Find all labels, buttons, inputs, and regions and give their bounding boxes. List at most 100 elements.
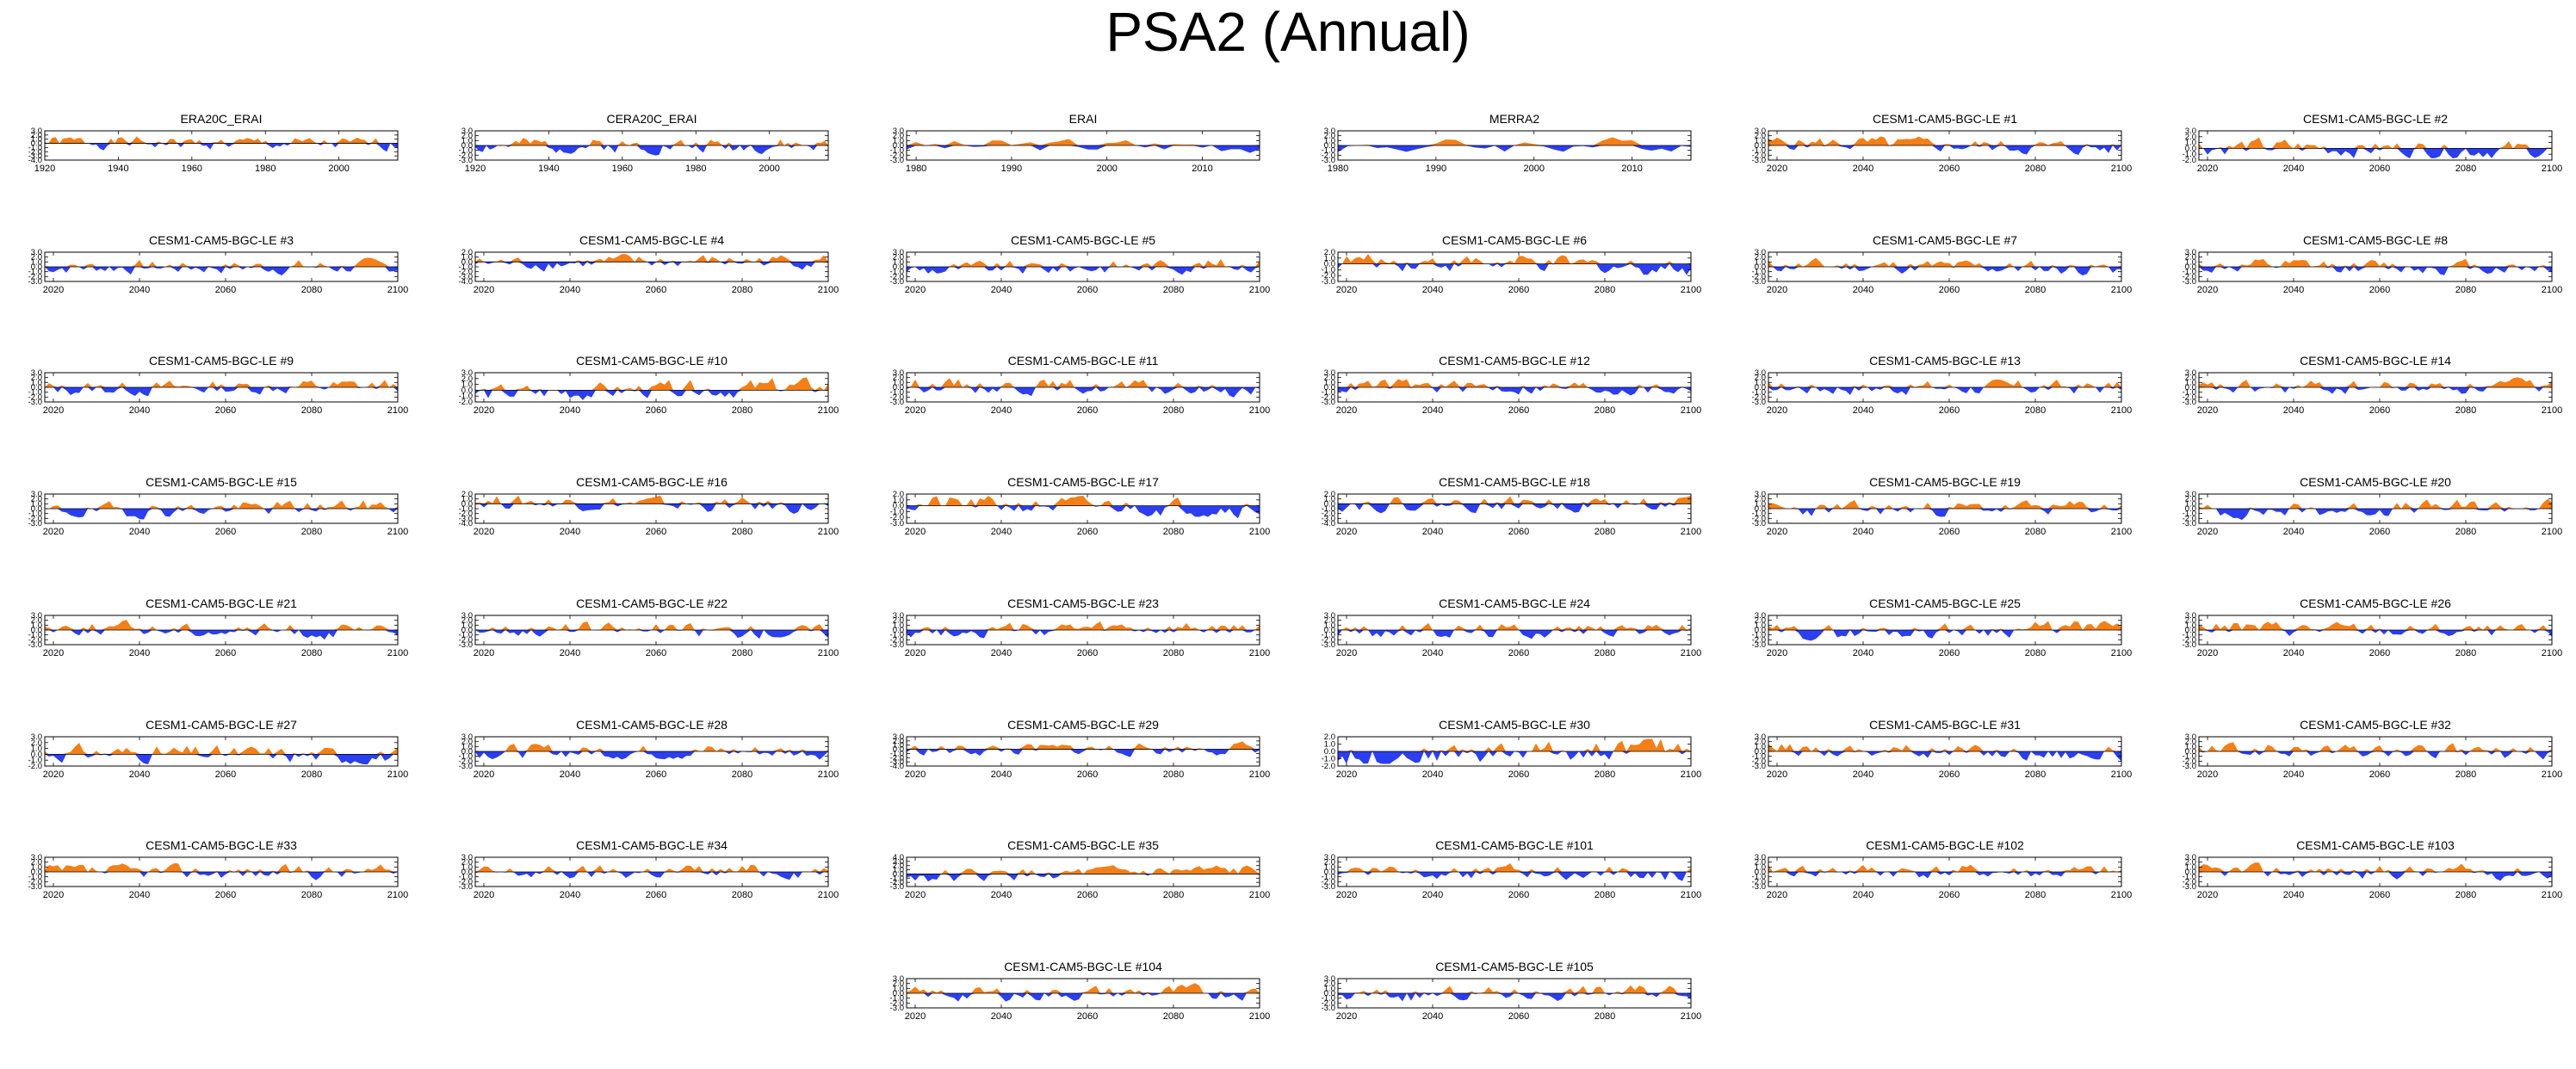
- y-tick-label: -2.0: [28, 514, 42, 523]
- y-tick-label: -1.0: [2183, 150, 2196, 159]
- positive-area: [475, 138, 828, 145]
- y-tick-label: -1.0: [1752, 268, 1766, 277]
- negative-area: [1768, 751, 2121, 762]
- y-tick-label: -3.0: [890, 1004, 904, 1013]
- x-tick-label: 2060: [1939, 405, 1960, 416]
- x-tick-label: 2100: [2111, 527, 2132, 537]
- y-tick-label: 0.0: [1755, 383, 1766, 392]
- y-tick-label: -3.0: [1322, 1004, 1335, 1013]
- y-tick-label: -2.0: [2183, 514, 2196, 523]
- x-tick-label: 2080: [301, 769, 322, 780]
- x-tick-label: 2100: [1681, 527, 1701, 537]
- y-tick-label: -1.0: [28, 631, 42, 640]
- x-tick-label: 2080: [1595, 769, 1615, 780]
- y-tick-label: -2.0: [28, 147, 42, 157]
- y-tick-label: -1.0: [2183, 510, 2196, 519]
- y-tick-label: 3.0: [1755, 127, 1766, 136]
- positive-area: [1768, 744, 2121, 751]
- x-tick-label: 2100: [2542, 405, 2562, 416]
- x-tick-label: 2100: [818, 648, 839, 658]
- positive-area: [475, 254, 828, 263]
- x-tick-label: 2100: [1249, 890, 1270, 900]
- panel-title: CESM1-CAM5-BGC-LE #19: [1869, 475, 2021, 489]
- y-tick-label: -1.0: [890, 631, 904, 640]
- y-tick-label: -1.0: [2183, 268, 2196, 277]
- y-tick-label: -3.0: [28, 640, 42, 650]
- plot-frame: [474, 372, 829, 403]
- y-tick-label: -3.0: [28, 519, 42, 528]
- y-tick-label: 1.0: [893, 136, 904, 145]
- negative-area: [1338, 751, 1691, 764]
- x-tick-label: 2100: [1681, 1011, 1701, 1022]
- y-tick-label: 1.0: [1755, 136, 1766, 145]
- y-tick-label: 0.0: [1755, 747, 1766, 757]
- panel: CESM1-CAM5-BGC-LE #103 3.02.01.00.0-1.0-2…: [2183, 838, 2563, 900]
- negative-area: [1338, 993, 1691, 1002]
- x-tick-label: 2040: [1853, 405, 1873, 416]
- y-tick-label: 3.0: [461, 368, 473, 378]
- y-tick-label: 2.0: [2185, 253, 2196, 263]
- x-tick-label: 2020: [43, 769, 64, 780]
- x-tick-label: 2100: [1249, 285, 1270, 295]
- panel: CESM1-CAM5-BGC-LE #26 3.02.01.00.0-1.0-2.…: [2183, 596, 2563, 658]
- y-tick-label: 0.0: [1755, 504, 1766, 514]
- positive-area: [907, 741, 1260, 750]
- x-tick-label: 2020: [2197, 890, 2218, 900]
- panel: CESM1-CAM5-BGC-LE #27 3.02.01.00.0-1.0-2.…: [28, 718, 409, 780]
- y-tick-label: 3.0: [2185, 490, 2196, 499]
- x-tick-label: 2060: [1077, 285, 1098, 295]
- y-tick-label: -2.0: [1752, 635, 1766, 645]
- y-tick-label: -2.0: [28, 877, 42, 887]
- y-tick-label: -2.0: [1322, 510, 1335, 519]
- y-tick-label: 2.0: [2185, 374, 2196, 383]
- y-tick-label: -2.0: [459, 877, 473, 887]
- negative-area: [45, 872, 398, 881]
- y-tick-label: 2.0: [893, 374, 904, 383]
- y-tick-label: -3.0: [890, 519, 904, 528]
- y-tick-label: 3.0: [1324, 853, 1335, 862]
- y-tick-label: 0.0: [1324, 868, 1335, 877]
- panel-title: CESM1-CAM5-BGC-LE #105: [1435, 960, 1594, 973]
- y-tick-label: 2.0: [461, 248, 473, 257]
- y-tick-label: 0.0: [1324, 747, 1335, 757]
- y-tick-label: 1.0: [1324, 740, 1335, 750]
- x-tick-label: 2040: [1422, 890, 1443, 900]
- y-tick-label: 2.0: [461, 490, 473, 499]
- y-tick-label: -3.0: [1752, 519, 1766, 528]
- positive-area: [475, 744, 828, 751]
- y-tick-label: -2.0: [1322, 762, 1335, 771]
- y-tick-label: 3.0: [2185, 368, 2196, 378]
- x-tick-label: 2040: [560, 890, 580, 900]
- y-tick-label: 3.0: [461, 611, 473, 621]
- x-tick-label: 2020: [1336, 648, 1357, 658]
- x-tick-label: 2080: [2455, 164, 2476, 174]
- y-tick-label: -1.0: [1322, 755, 1335, 764]
- panel: CESM1-CAM5-BGC-LE #23 3.02.01.00.0-1.0-2.…: [890, 596, 1271, 658]
- y-tick-label: 0.0: [2185, 383, 2196, 392]
- y-tick-label: 3.0: [1324, 974, 1335, 984]
- x-tick-label: 2100: [1681, 405, 1701, 416]
- y-tick-label: 1.0: [1324, 378, 1335, 387]
- panel: CESM1-CAM5-BGC-LE #3 3.02.01.00.0-1.0-2.0…: [28, 233, 409, 295]
- panel-title: CESM1-CAM5-BGC-LE #8: [2303, 233, 2448, 247]
- positive-area: [45, 380, 398, 387]
- y-tick-label: 1.0: [31, 378, 42, 387]
- y-tick-label: -1.0: [28, 873, 42, 882]
- x-tick-label: 2060: [2369, 285, 2390, 295]
- y-tick-label: -2.0: [890, 753, 904, 763]
- x-tick-label: 2060: [1077, 769, 1098, 780]
- negative-area: [907, 749, 1260, 757]
- y-tick-label: 0.0: [1755, 626, 1766, 635]
- x-tick-label: 1960: [182, 164, 202, 174]
- panel: CESM1-CAM5-BGC-LE #12 3.02.01.00.0-1.0-2.…: [1322, 354, 1702, 416]
- y-tick-label: 2.0: [1755, 132, 1766, 141]
- y-tick-label: 0.0: [1324, 499, 1335, 509]
- x-tick-label: 2020: [474, 648, 494, 658]
- y-tick-label: 3.0: [893, 248, 904, 257]
- panel: CESM1-CAM5-BGC-LE #4 2.01.00.0-1.0-2.0-3.…: [459, 233, 839, 295]
- panel: CESM1-CAM5-BGC-LE #35 4.03.02.01.00.0-1.0…: [890, 838, 1271, 900]
- y-tick-label: 2.0: [1755, 858, 1766, 868]
- y-tick-label: 1.0: [461, 136, 473, 145]
- x-tick-label: 2100: [2542, 769, 2562, 780]
- x-tick-label: 2080: [2025, 285, 2046, 295]
